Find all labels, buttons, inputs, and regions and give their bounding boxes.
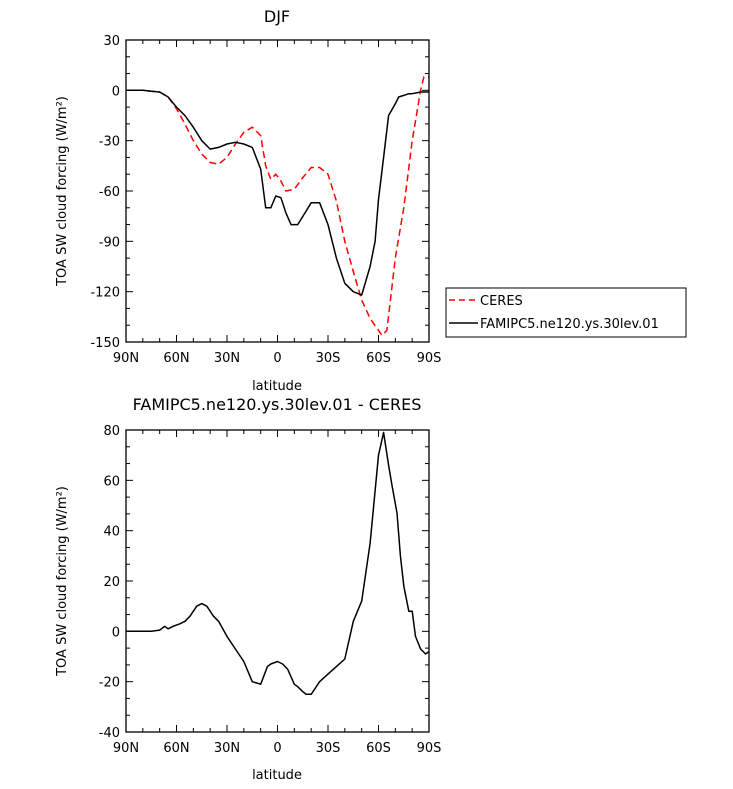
bottom-x-tick-label: 30S <box>316 741 341 756</box>
bottom-x-tick-label: 90N <box>113 741 139 756</box>
top-y-tick-label: -90 <box>99 235 120 250</box>
top-chart-panel: DJF 90N 60N 30N 0 30S 60S 90S -150 -120 -90 -60 -30… <box>55 7 441 394</box>
bottom-y-tick-label: 40 <box>103 525 120 540</box>
top-x-tick-label: 90S <box>417 351 442 366</box>
top-chart-ylabel: TOA SW cloud forcing (W/m²) <box>55 96 70 287</box>
top-y-tick-label: -150 <box>90 336 120 351</box>
bottom-x-tick-label: 30N <box>214 741 240 756</box>
bottom-chart-plot-frame <box>125 429 430 733</box>
bottom-y-tick-label: 60 <box>103 474 120 489</box>
top-series-line-0 <box>126 76 429 337</box>
bottom-chart-ticks: 90N 60N 30N 0 30S 60S 90S -40 -20 0 20 40 60 80 <box>99 424 442 756</box>
top-x-tick-label: 90N <box>113 351 139 366</box>
top-chart-xlabel: latitude <box>252 379 302 394</box>
top-chart-plot-frame <box>125 39 430 343</box>
top-series-line-1 <box>126 89 429 296</box>
bottom-y-tick-label: 20 <box>103 575 120 590</box>
top-y-tick-label: 0 <box>112 84 120 99</box>
legend-box <box>445 287 687 338</box>
top-y-tick-label: -120 <box>90 286 120 301</box>
bottom-chart-xlabel: latitude <box>252 768 302 783</box>
top-x-tick-label: 60S <box>366 351 391 366</box>
top-y-tick-label: 30 <box>103 34 120 49</box>
bottom-chart-ylabel: TOA SW cloud forcing (W/m²) <box>55 486 70 677</box>
bottom-y-tick-label: 80 <box>103 424 120 439</box>
legend-model-label: FAMIPC5.ne120.ys.30lev.01 <box>480 317 659 332</box>
top-x-tick-label: 30S <box>316 351 341 366</box>
bottom-y-tick-label: 0 <box>112 625 120 640</box>
bottom-x-tick-label: 90S <box>417 741 442 756</box>
bottom-x-tick-label: 60S <box>366 741 391 756</box>
top-chart-ticks: 90N 60N 30N 0 30S 60S 90S -150 -120 -90 -60 -30 0 30 <box>90 34 441 366</box>
top-x-tick-label: 30N <box>214 351 240 366</box>
top-chart-title: DJF <box>264 7 290 26</box>
bottom-y-tick-label: -40 <box>99 726 120 741</box>
legend-ceres-label: CERES <box>480 294 523 309</box>
top-x-tick-label: 60N <box>163 351 189 366</box>
bottom-chart-series <box>126 431 430 696</box>
bottom-x-tick-label: 60N <box>163 741 189 756</box>
top-y-tick-label: -60 <box>99 185 120 200</box>
top-x-tick-label: 0 <box>273 351 281 366</box>
bottom-y-tick-label: -20 <box>99 676 120 691</box>
top-chart-legend: CERES FAMIPC5.ne120.ys.30lev.01 <box>445 287 687 338</box>
top-y-tick-label: -30 <box>99 135 120 150</box>
bottom-chart-panel: FAMIPC5.ne120.ys.30lev.01 - CERES 90N 60N… <box>55 395 441 783</box>
bottom-chart-title: FAMIPC5.ne120.ys.30lev.01 - CERES <box>133 395 422 414</box>
bottom-series-line-0 <box>126 431 430 696</box>
top-chart-series <box>126 76 429 337</box>
bottom-x-tick-label: 0 <box>273 741 281 756</box>
